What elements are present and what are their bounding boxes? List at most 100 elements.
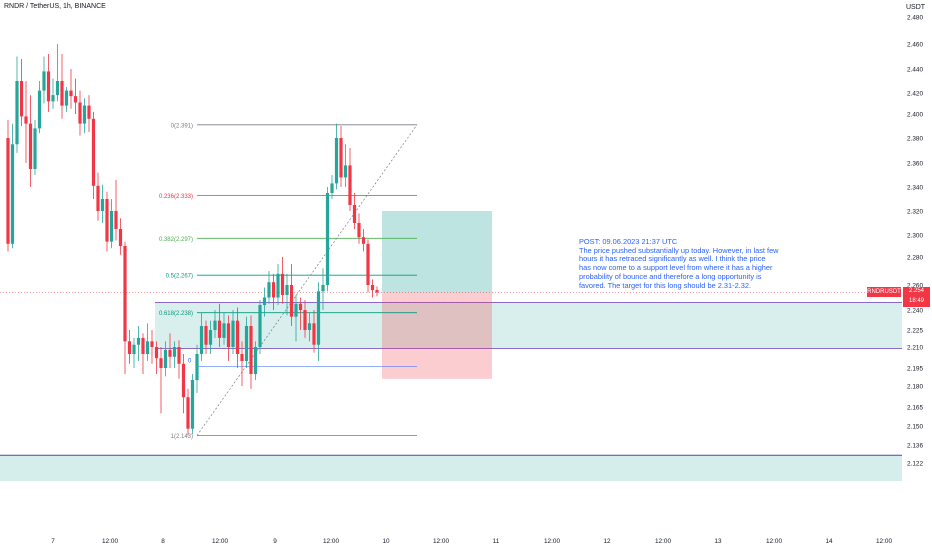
- long-target-zone: [382, 211, 492, 293]
- candle-body: [168, 349, 172, 357]
- fib-level-label-4: 0.618(2.238): [159, 311, 193, 317]
- candle-body: [96, 185, 100, 211]
- candle-body: [64, 90, 69, 106]
- y-tick-label: 2.240: [907, 308, 923, 315]
- candle-body: [123, 246, 127, 342]
- candle-body: [222, 323, 226, 338]
- candle-body: [28, 123, 33, 169]
- candle-body: [276, 273, 280, 298]
- y-tick-label: 2.400: [907, 112, 923, 119]
- candle-body: [114, 211, 118, 229]
- y-tick-label: 2.195: [907, 366, 923, 373]
- candle-body: [42, 71, 46, 91]
- y-tick-label: 2.150: [907, 424, 923, 431]
- fib-anchor-label: 0: [188, 358, 192, 364]
- y-tick-label: 2.460: [907, 42, 923, 49]
- candle-body: [195, 354, 199, 380]
- candle-body: [285, 285, 289, 295]
- x-tick-label: 12:00: [544, 538, 560, 545]
- analysis-note: POST: 09.06.2023 21:37 UTC The price pus…: [579, 237, 779, 290]
- candle-body: [15, 81, 19, 145]
- candle-body: [55, 81, 60, 96]
- candle-body: [132, 344, 136, 354]
- y-tick-label: 2.260: [907, 283, 923, 290]
- candle-body: [258, 305, 262, 347]
- fib-level-label-0: 0(2.391): [171, 123, 193, 129]
- candle-body: [267, 282, 271, 298]
- candle-body: [172, 347, 177, 357]
- x-tick-label: 9: [273, 538, 277, 545]
- x-tick-label: 12: [603, 538, 611, 545]
- candle-body: [366, 243, 370, 285]
- candle-body: [118, 229, 123, 246]
- candle-body: [150, 341, 154, 347]
- x-tick-label: 12:00: [212, 538, 228, 545]
- candle-body: [109, 211, 114, 242]
- candle-body: [253, 347, 258, 374]
- candle-body: [19, 81, 24, 117]
- candle-body: [136, 337, 141, 345]
- x-tick-label: 11: [493, 538, 500, 545]
- y-tick-label: 2.136: [907, 443, 923, 450]
- x-tick-label: 7: [51, 538, 55, 545]
- candle-body: [51, 95, 55, 102]
- candle-body: [154, 347, 159, 359]
- candle-body: [199, 326, 204, 354]
- bar-countdown: 18:49: [908, 297, 924, 304]
- candle-body: [303, 310, 307, 330]
- candle-body: [24, 116, 28, 124]
- last-price-value: 2.254: [908, 288, 924, 294]
- x-tick-label: 12:00: [655, 538, 671, 545]
- x-tick-label: 12:00: [876, 538, 892, 545]
- candle-body: [60, 81, 64, 106]
- y-tick-label: 2.210: [907, 345, 923, 352]
- y-tick-label: 2.480: [907, 15, 923, 22]
- candle-body: [226, 323, 231, 347]
- candle-body: [37, 90, 42, 129]
- y-tick-label: 2.340: [907, 185, 923, 192]
- candle-body: [298, 303, 303, 310]
- y-tick-label: 2.380: [907, 136, 923, 143]
- fib-level-label-3: 0.5(2.267): [166, 274, 193, 280]
- currency-unit-label: USDT: [906, 4, 926, 11]
- candle-body: [208, 330, 213, 345]
- candle-body: [186, 397, 190, 429]
- ticker-price-tag: RNDRUSDT: [867, 287, 901, 297]
- x-tick-label: 14: [825, 538, 833, 545]
- candle-body: [181, 363, 186, 398]
- candle-body: [69, 90, 73, 97]
- candle-body: [100, 199, 105, 211]
- candle-body: [73, 96, 78, 103]
- candle-body: [244, 326, 249, 361]
- candle-body: [240, 354, 244, 361]
- candle-body: [87, 105, 91, 119]
- candle-body: [78, 102, 82, 124]
- candle-body: [294, 303, 298, 317]
- candle-body: [217, 320, 222, 338]
- x-tick-label: 12:00: [433, 538, 449, 545]
- long-stop-zone: [382, 292, 492, 379]
- y-tick-label: 2.280: [907, 255, 923, 262]
- candle-body: [204, 326, 208, 345]
- x-tick-label: 8: [161, 538, 165, 545]
- y-tick-label: 2.180: [907, 384, 923, 391]
- candle-body: [213, 320, 217, 330]
- candle-body: [249, 326, 253, 374]
- candle-body: [235, 320, 240, 354]
- fib-level-label-2: 0.382(2.297): [159, 237, 193, 243]
- lower-support-zone: [0, 455, 902, 481]
- candle-body: [280, 273, 285, 295]
- candle-body: [177, 347, 181, 364]
- candle-body: [141, 337, 145, 354]
- candle-body: [82, 105, 87, 124]
- y-tick-label: 2.300: [907, 233, 923, 240]
- candle-body: [352, 205, 357, 223]
- fib-level-label-1: 0.236(2.333): [159, 194, 193, 200]
- x-tick-label: 12:00: [323, 538, 339, 545]
- candle-body: [10, 144, 15, 244]
- candle-body: [271, 282, 276, 298]
- note-heading: POST: 09.06.2023 21:37 UTC: [579, 237, 678, 246]
- candle-body: [231, 320, 235, 347]
